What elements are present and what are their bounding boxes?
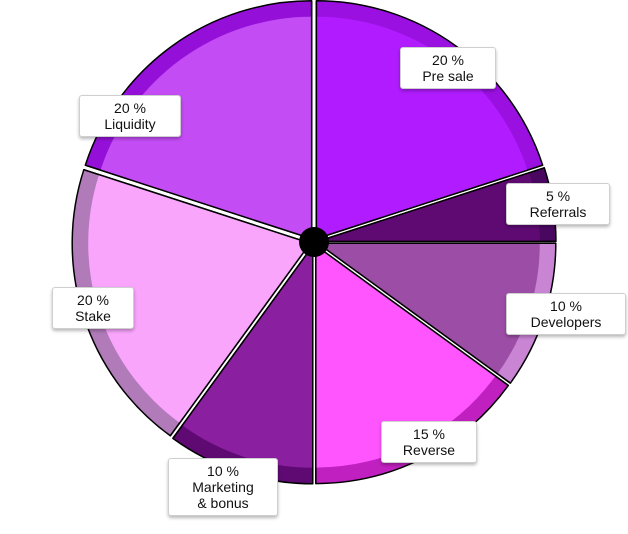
pie-slice-stake — [71, 168, 312, 437]
pie-slice-referrals — [317, 167, 557, 243]
slice-value-label: 20 % — [432, 52, 464, 68]
slice-label-stake: 20 % Stake — [52, 287, 134, 329]
slice-name-label: Developers — [530, 314, 602, 330]
pie-slice-pre-sale — [315, 0, 544, 240]
slice-value-label: 20 % — [77, 292, 109, 308]
pie-slice-face — [315, 245, 496, 468]
pie-center-hub — [299, 227, 329, 257]
slice-name-label: Marketing & bonus — [192, 479, 254, 511]
pie-slice-face — [316, 16, 528, 239]
slice-label-reverse: 15 % Reverse — [381, 421, 477, 463]
pie-slice-face — [88, 174, 311, 423]
slice-name-label: Pre sale — [422, 68, 474, 84]
slice-value-label: 20 % — [114, 100, 146, 116]
slice-label-pre-sale: 20 % Pre sale — [400, 47, 496, 89]
pie-slice-face — [182, 245, 313, 468]
slice-value-label: 5 % — [545, 188, 571, 204]
slice-value-label: 15 % — [413, 426, 445, 442]
slice-value-label: 10 % — [550, 298, 582, 314]
slice-name-label: Referrals — [529, 204, 587, 220]
slice-name-label: Liquidity — [104, 116, 156, 132]
slice-value-label: 10 % — [207, 463, 239, 479]
slice-name-label: Reverse — [402, 442, 456, 458]
pie-slice-face — [100, 16, 312, 239]
slice-label-referrals: 5 % Referrals — [506, 183, 610, 225]
slice-label-developers: 10 % Developers — [506, 293, 626, 335]
slice-name-label: Stake — [75, 308, 111, 324]
pie-slice-liquidity — [84, 0, 313, 240]
slice-label-marketing: 10 % Marketing & bonus — [168, 458, 278, 516]
slice-label-liquidity: 20 % Liquidity — [79, 95, 181, 137]
pie-slice-face — [317, 243, 540, 374]
pie-slice-face — [317, 172, 540, 242]
